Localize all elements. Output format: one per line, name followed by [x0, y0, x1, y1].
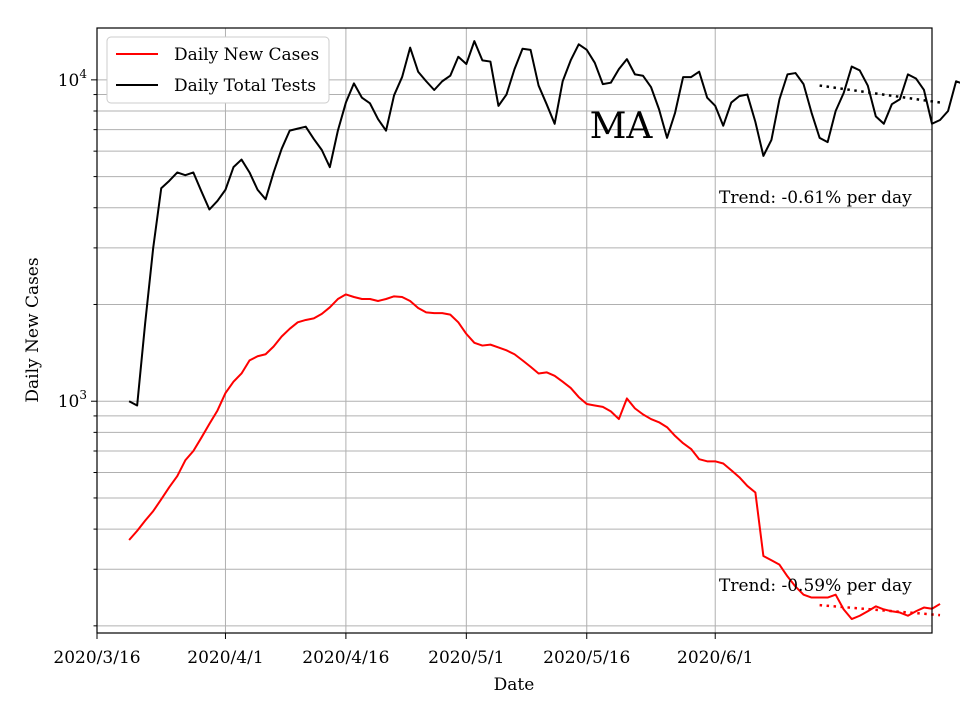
trend-label-cases: Trend: -0.59% per day: [719, 576, 912, 596]
plot-frame: [96, 27, 933, 634]
cases-series-line: [128, 293, 941, 621]
chart-title: MA: [590, 106, 654, 147]
y-tick-label: 103: [58, 388, 87, 412]
legend: Daily New Cases Daily Total Tests: [106, 36, 330, 104]
y-axis-label: Daily New Cases: [23, 257, 43, 402]
x-tick-label: 2020/5/1: [428, 648, 504, 668]
y-tick-label-exponent: 3: [79, 388, 87, 402]
tests-series-line: [128, 40, 960, 407]
y-tick-label-base: 10: [58, 71, 80, 91]
x-axis-label: Date: [494, 675, 535, 695]
x-tick-label: 2020/3/16: [53, 648, 140, 668]
x-tick-label: 2020/4/1: [187, 648, 263, 668]
legend-label-cases: Daily New Cases: [174, 45, 319, 65]
trend-label-tests: Trend: -0.61% per day: [719, 188, 912, 208]
x-tick-label: 2020/5/16: [543, 648, 630, 668]
y-tick-label: 104: [58, 67, 88, 91]
legend-label-tests: Daily Total Tests: [174, 76, 316, 96]
tick-layer: 2020/3/16 2020/4/1 2020/4/16 2020/5/1 2020/5…: [53, 67, 753, 668]
y-tick-label-base: 10: [58, 392, 80, 412]
y-tick-label-exponent: 4: [79, 67, 87, 81]
x-tick-label: 2020/4/16: [302, 648, 389, 668]
x-tick-label: 2020/6/1: [677, 648, 753, 668]
series-layer: [128, 40, 960, 621]
legend-box: [106, 36, 330, 104]
grid-layer: [96, 28, 932, 633]
